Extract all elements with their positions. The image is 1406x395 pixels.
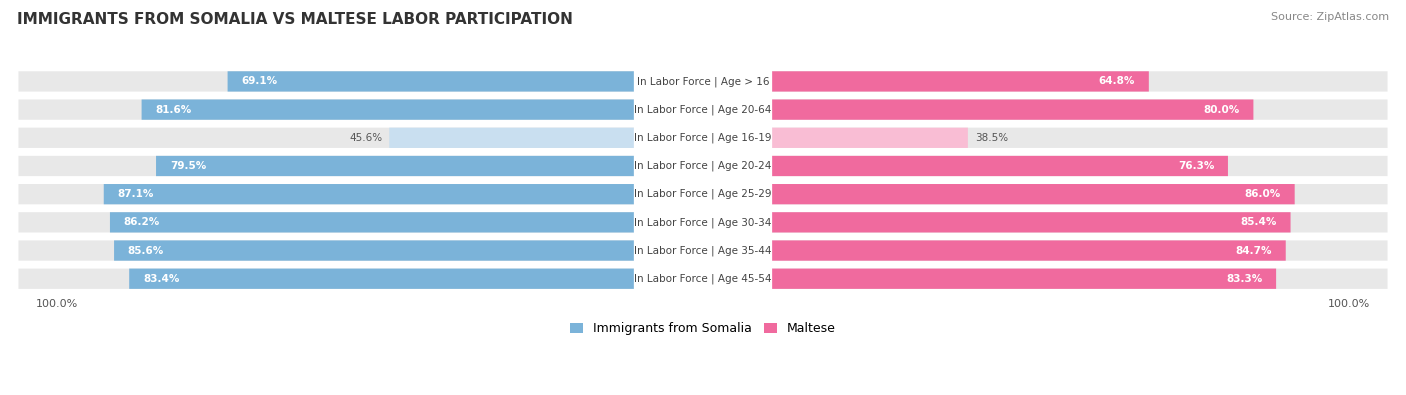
- FancyBboxPatch shape: [114, 241, 638, 261]
- FancyBboxPatch shape: [634, 169, 772, 219]
- Text: In Labor Force | Age 20-64: In Labor Force | Age 20-64: [634, 104, 772, 115]
- FancyBboxPatch shape: [634, 85, 772, 134]
- FancyBboxPatch shape: [768, 184, 1295, 204]
- FancyBboxPatch shape: [104, 184, 638, 204]
- Text: 100.0%: 100.0%: [1329, 299, 1371, 309]
- Text: 85.4%: 85.4%: [1240, 217, 1277, 228]
- FancyBboxPatch shape: [634, 226, 772, 275]
- Text: 64.8%: 64.8%: [1098, 76, 1135, 87]
- Text: 76.3%: 76.3%: [1178, 161, 1215, 171]
- FancyBboxPatch shape: [18, 269, 1388, 289]
- FancyBboxPatch shape: [18, 212, 1388, 233]
- Text: In Labor Force | Age 45-54: In Labor Force | Age 45-54: [634, 273, 772, 284]
- Text: 87.1%: 87.1%: [118, 189, 153, 199]
- FancyBboxPatch shape: [768, 212, 1291, 233]
- Text: In Labor Force | Age 20-24: In Labor Force | Age 20-24: [634, 161, 772, 171]
- FancyBboxPatch shape: [768, 128, 967, 148]
- Text: In Labor Force | Age 35-44: In Labor Force | Age 35-44: [634, 245, 772, 256]
- FancyBboxPatch shape: [768, 241, 1285, 261]
- FancyBboxPatch shape: [18, 71, 1388, 92]
- Text: In Labor Force | Age 30-34: In Labor Force | Age 30-34: [634, 217, 772, 228]
- Text: 80.0%: 80.0%: [1204, 105, 1240, 115]
- FancyBboxPatch shape: [634, 113, 772, 162]
- FancyBboxPatch shape: [768, 100, 1253, 120]
- Text: Source: ZipAtlas.com: Source: ZipAtlas.com: [1271, 12, 1389, 22]
- FancyBboxPatch shape: [18, 156, 1388, 176]
- Text: 86.0%: 86.0%: [1244, 189, 1281, 199]
- Legend: Immigrants from Somalia, Maltese: Immigrants from Somalia, Maltese: [565, 317, 841, 340]
- FancyBboxPatch shape: [129, 269, 638, 289]
- FancyBboxPatch shape: [634, 141, 772, 190]
- Text: 38.5%: 38.5%: [974, 133, 1008, 143]
- FancyBboxPatch shape: [634, 254, 772, 303]
- FancyBboxPatch shape: [768, 269, 1277, 289]
- FancyBboxPatch shape: [18, 241, 1388, 261]
- Text: In Labor Force | Age 25-29: In Labor Force | Age 25-29: [634, 189, 772, 199]
- FancyBboxPatch shape: [18, 184, 1388, 204]
- FancyBboxPatch shape: [18, 100, 1388, 120]
- Text: 45.6%: 45.6%: [349, 133, 382, 143]
- FancyBboxPatch shape: [768, 156, 1227, 176]
- Text: In Labor Force | Age 16-19: In Labor Force | Age 16-19: [634, 133, 772, 143]
- Text: 69.1%: 69.1%: [242, 76, 277, 87]
- Text: IMMIGRANTS FROM SOMALIA VS MALTESE LABOR PARTICIPATION: IMMIGRANTS FROM SOMALIA VS MALTESE LABOR…: [17, 12, 572, 27]
- Text: 79.5%: 79.5%: [170, 161, 207, 171]
- Text: 83.3%: 83.3%: [1226, 274, 1263, 284]
- Text: 86.2%: 86.2%: [124, 217, 160, 228]
- Text: In Labor Force | Age > 16: In Labor Force | Age > 16: [637, 76, 769, 87]
- Text: 100.0%: 100.0%: [35, 299, 77, 309]
- FancyBboxPatch shape: [18, 128, 1388, 148]
- FancyBboxPatch shape: [156, 156, 638, 176]
- FancyBboxPatch shape: [389, 128, 638, 148]
- Text: 85.6%: 85.6%: [128, 246, 165, 256]
- Text: 84.7%: 84.7%: [1236, 246, 1272, 256]
- Text: 83.4%: 83.4%: [143, 274, 180, 284]
- FancyBboxPatch shape: [634, 198, 772, 247]
- FancyBboxPatch shape: [768, 71, 1149, 92]
- FancyBboxPatch shape: [228, 71, 638, 92]
- FancyBboxPatch shape: [142, 100, 638, 120]
- Text: 81.6%: 81.6%: [155, 105, 191, 115]
- FancyBboxPatch shape: [110, 212, 638, 233]
- FancyBboxPatch shape: [634, 57, 772, 106]
